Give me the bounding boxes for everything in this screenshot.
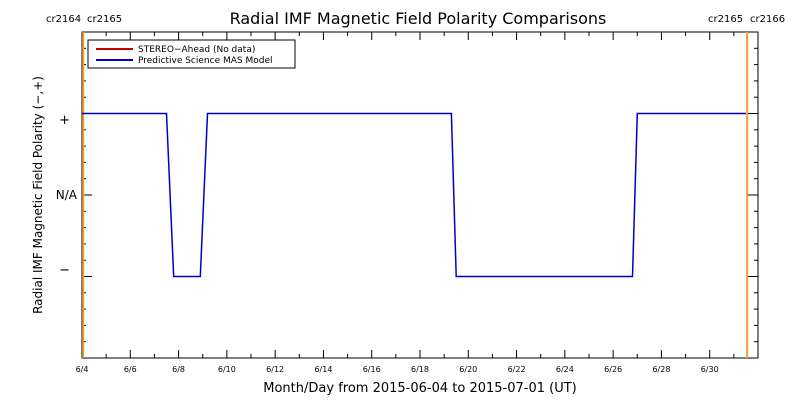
- cr-label-right-1: cr2165: [708, 14, 743, 25]
- y-tick-label-minus: −: [59, 263, 70, 278]
- y-axis-label: Radial IMF Magnetic Field Polarity (−,+): [31, 76, 45, 314]
- x-tick-label: 6/10: [218, 365, 236, 374]
- x-tick-label: 6/28: [652, 365, 670, 374]
- cr-label-right-2: cr2166: [750, 14, 785, 25]
- x-tick-label: 6/6: [124, 365, 137, 374]
- plot-frame: [81, 31, 759, 359]
- x-tick-label: 6/30: [701, 365, 719, 374]
- chart-title: Radial IMF Magnetic Field Polarity Compa…: [230, 9, 607, 28]
- y-tick-label-na: N/A: [56, 188, 78, 202]
- cr-label-left-1: cr2164: [46, 14, 81, 25]
- legend-box: [87, 39, 296, 69]
- cr-label-left-2: cr2165: [87, 14, 122, 25]
- legend: STEREO−Ahead (No data) Predictive Scienc…: [87, 39, 296, 69]
- x-tick-label: 6/22: [508, 365, 526, 374]
- legend-label-stereo: STEREO−Ahead (No data): [138, 45, 255, 55]
- y-axis-ticks: [82, 31, 758, 359]
- x-axis-label: Month/Day from 2015-06-04 to 2015-07-01 …: [263, 381, 576, 396]
- x-tick-label: 6/26: [604, 365, 622, 374]
- x-tick-label: 6/18: [411, 365, 429, 374]
- x-tick-label: 6/8: [172, 365, 185, 374]
- x-tick-label: 6/4: [76, 365, 89, 374]
- x-tick-label: 6/14: [314, 365, 332, 374]
- x-axis-tick-labels: 6/4 6/6 6/8 6/10 6/12 6/14 6/16 6/18 6/20 6/22 6/2…: [76, 365, 719, 374]
- legend-label-mas: Predictive Science MAS Model: [138, 56, 273, 66]
- x-tick-label: 6/24: [556, 365, 574, 374]
- series-mas-model-line: [82, 112, 746, 278]
- x-axis-ticks: [81, 32, 759, 358]
- x-tick-label: 6/12: [266, 365, 284, 374]
- y-tick-label-plus: +: [59, 113, 70, 128]
- x-tick-label: 6/20: [459, 365, 477, 374]
- x-tick-label: 6/16: [363, 365, 381, 374]
